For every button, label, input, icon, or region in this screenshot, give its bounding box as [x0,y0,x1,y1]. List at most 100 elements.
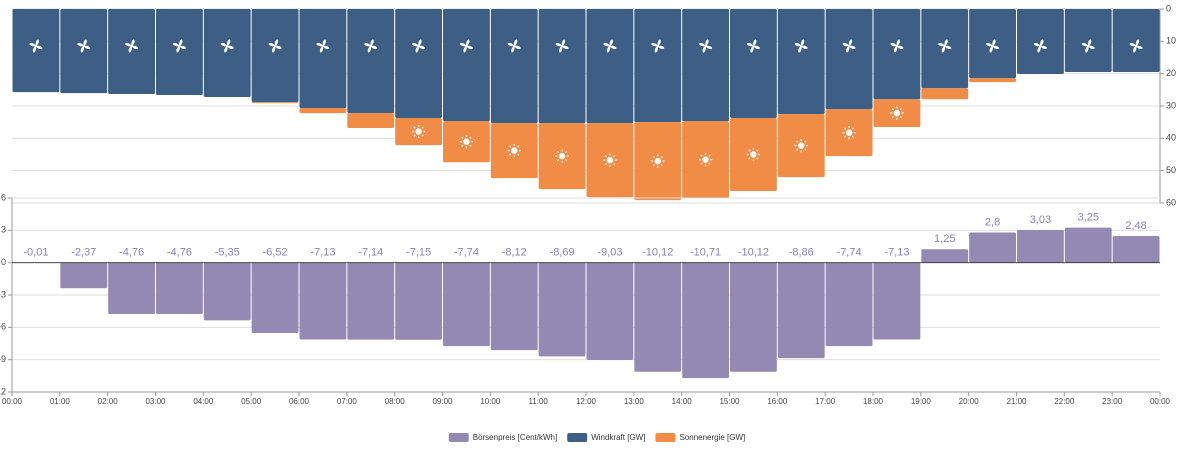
fan-blade [224,46,228,53]
y-tick-label: -3 [0,289,6,299]
wind-icon [651,39,665,53]
bar [634,262,682,372]
sun-core [558,152,566,160]
fan-blade [896,45,904,50]
fan-blade [275,45,282,50]
fan-blade [801,45,808,50]
bar [873,9,921,100]
legend: Börsenpreis [Cent/kWh] Windkraft [GW] Sonn… [448,433,745,442]
value-label: 3,03 [1030,214,1051,226]
bar [490,262,538,351]
bar [634,9,682,123]
wind-icon [507,39,521,53]
x-tick-label: 00:00 [2,397,23,406]
y-tick-label: 60 [1166,197,1176,207]
fan-blade [83,39,87,46]
fan-blade [1033,42,1041,47]
fan-blade [1037,46,1041,53]
sun-ray [604,155,607,158]
bar [825,262,873,347]
fan-blade [511,46,515,53]
fan-blade [227,45,234,50]
x-tick-label: 17:00 [815,397,836,406]
fan-blade [986,42,993,47]
wind-icon [986,39,1000,53]
fan-hub [130,44,133,48]
value-label: -8,69 [550,247,575,259]
value-label: 3,25 [1078,212,1099,224]
bar [395,9,442,118]
fan-blade [842,42,850,47]
fan-blade [699,42,706,47]
bar [443,9,490,122]
value-label: -4,76 [167,247,192,259]
fan-blade [316,42,323,47]
x-tick-label: 09:00 [432,397,453,406]
legend-swatch [567,433,588,442]
sun-core [654,157,661,165]
sun-ray [565,150,568,154]
bar [586,9,634,124]
fan-blade [466,45,473,50]
bar [682,262,729,379]
fan-hub [656,44,660,48]
value-label: -0,01 [23,247,48,259]
sun-ray [843,127,847,130]
fan-blade [322,45,330,50]
legend-label: Sonnenergie [GW] [679,433,745,442]
value-label: -7,74 [454,247,479,259]
bar [1064,227,1112,263]
sun-ray [756,157,759,160]
bar [12,9,60,93]
sun-icon [890,106,904,120]
bar [1017,230,1064,263]
bar [60,262,108,289]
value-label: 2,8 [985,216,1000,228]
value-label: 1,25 [934,233,955,245]
fan-blade [274,39,279,46]
bar [251,9,299,103]
y-tick-label: 0 [1,257,6,267]
fan-blade [989,46,993,53]
sun-ray [421,126,424,129]
fan-blade [319,46,324,53]
sun-core [750,151,757,158]
bar [1112,9,1160,73]
fan-blade [418,45,426,50]
sun-ray [612,163,616,166]
fan-hub [34,44,38,48]
fan-hub [1086,44,1090,48]
fan-hub [943,44,947,48]
wind-icon [364,39,378,53]
fan-blade [944,45,952,50]
fan-blade [507,42,515,47]
x-tick-label: 06:00 [289,397,310,406]
fan-blade [561,39,566,46]
bar [443,262,490,347]
fan-blade [846,46,850,53]
fan-blade [1088,45,1095,50]
wind-icon [1033,39,1047,53]
y-tick-label: -12 [0,386,6,396]
fan-blade [1040,39,1044,46]
fan-blade [227,39,231,46]
sun-ray [517,153,520,156]
wind-icon [1081,39,1095,53]
fan-hub [465,44,468,48]
fan-hub [225,44,229,48]
value-label: -10,71 [690,247,721,259]
wind-icon [29,39,43,53]
sun-ray [756,149,759,152]
value-label: -10,12 [642,247,673,259]
fan-blade [272,46,276,53]
fan-blade [35,39,39,46]
x-tick-label: 21:00 [1006,397,1027,406]
x-tick-label: 12:00 [576,397,597,406]
sun-ray [509,145,512,148]
bar [586,262,634,360]
bar [60,9,108,94]
fan-hub [82,44,86,48]
bar [538,9,586,124]
sun-ray [843,135,847,138]
